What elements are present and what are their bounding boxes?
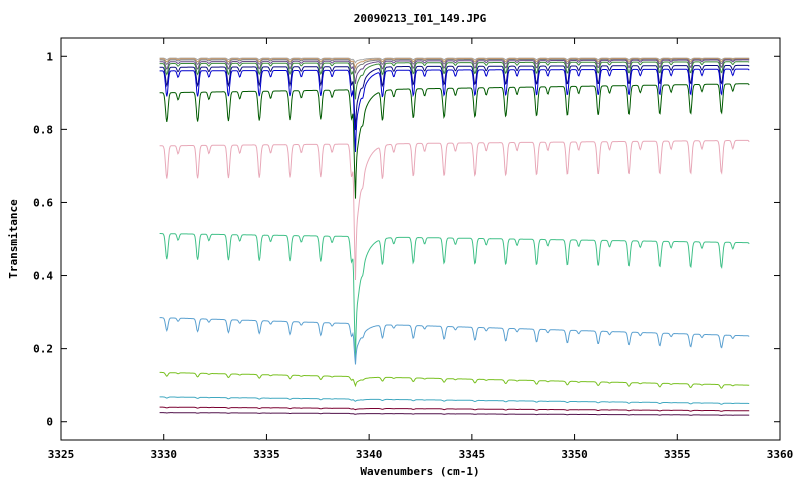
series-line-7 <box>159 83 750 199</box>
x-axis: 3325 3330 3335 3340 3345 3350 3355 3360 <box>48 38 794 461</box>
series-line-13 <box>159 406 750 412</box>
x-tick-label: 3340 <box>356 448 383 461</box>
x-tick-label: 3345 <box>459 448 486 461</box>
y-axis: 0 0.2 0.4 0.6 0.8 1 <box>33 50 780 429</box>
y-tick-label: 0.8 <box>33 123 53 136</box>
x-tick-label: 3335 <box>253 448 280 461</box>
series-line-9 <box>159 233 750 359</box>
series-line-1 <box>159 58 750 70</box>
y-tick-label: 0 <box>46 416 53 429</box>
x-tick-label: 3355 <box>664 448 691 461</box>
y-tick-label: 1 <box>46 50 53 63</box>
x-tick-label: 3330 <box>150 448 177 461</box>
x-tick-label: 3360 <box>767 448 794 461</box>
series-lines <box>159 57 750 416</box>
series-line-6 <box>159 68 750 153</box>
series-line-11 <box>159 371 750 389</box>
series-line-3 <box>159 59 750 84</box>
x-axis-label: Wavenumbers (cm-1) <box>360 465 479 478</box>
y-tick-label: 0.2 <box>33 343 53 356</box>
plot-area-frame <box>60 37 781 441</box>
series-line-8 <box>159 139 750 281</box>
x-tick-label: 3325 <box>48 448 75 461</box>
chart-title: 20090213_I01_149.JPG <box>354 12 487 25</box>
y-tick-label: 0.4 <box>33 270 53 283</box>
y-tick-label: 0.6 <box>33 196 53 209</box>
series-line-4 <box>159 61 750 100</box>
series-line-14 <box>159 412 750 416</box>
series-line-2 <box>159 58 750 74</box>
series-line-5 <box>159 64 750 131</box>
series-line-10 <box>159 317 750 365</box>
series-line-12 <box>159 396 750 405</box>
x-tick-label: 3350 <box>561 448 588 461</box>
y-axis-label: Transmitance <box>7 199 20 279</box>
